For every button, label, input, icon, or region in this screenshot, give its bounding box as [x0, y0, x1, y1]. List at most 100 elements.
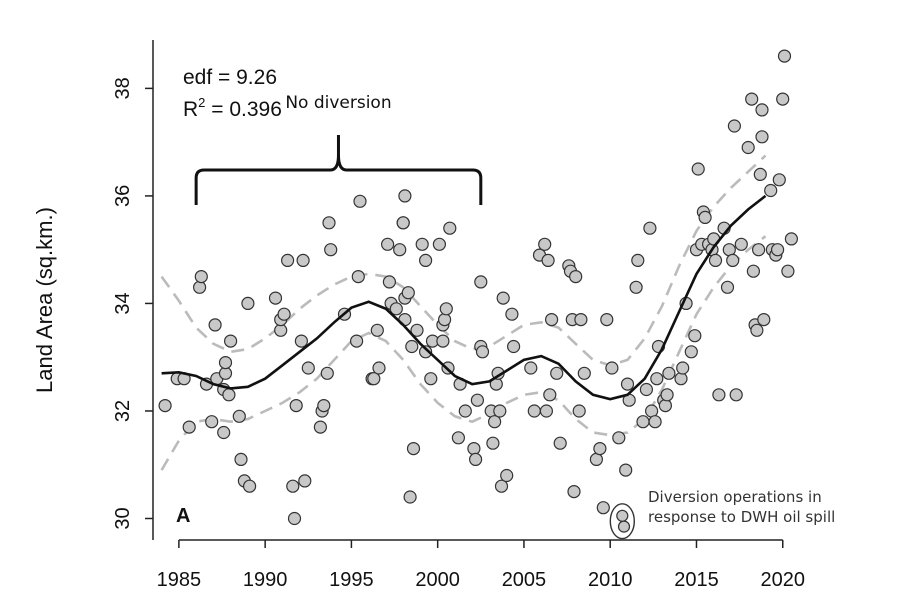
highlighted-data-point	[617, 520, 631, 533]
data-point	[544, 313, 559, 327]
data-points	[158, 49, 799, 533]
data-point	[660, 388, 674, 402]
data-point	[777, 49, 792, 63]
data-point	[241, 296, 255, 310]
data-point	[381, 237, 395, 251]
data-point	[405, 339, 419, 354]
data-point	[470, 393, 484, 407]
x-ticks: 1985 1990 1995 2000 2005 2010 2015 2020	[157, 540, 805, 591]
data-point	[324, 243, 338, 257]
data-point	[403, 490, 417, 504]
y-tick-label: 34	[112, 292, 134, 314]
data-point	[524, 361, 538, 375]
data-point	[658, 399, 673, 413]
y-axis-title: Land Area (sq.km.)	[32, 207, 57, 393]
data-point	[605, 361, 619, 375]
data-point	[218, 356, 233, 370]
data-point	[662, 366, 676, 380]
data-point	[596, 501, 610, 515]
data-point	[674, 372, 688, 386]
r-squared-value: = 0.396	[205, 98, 281, 121]
data-point	[676, 361, 690, 375]
diversion-ops-line2: response to DWH oil spill	[648, 508, 835, 526]
data-point	[439, 302, 453, 316]
y-ticks: 30 32 34 36 38	[112, 77, 153, 530]
no-diversion-annotation: No diversion	[194, 93, 483, 205]
data-point	[486, 436, 500, 450]
data-point	[643, 221, 657, 235]
highlight-ellipse	[609, 503, 635, 540]
data-point	[496, 291, 510, 305]
data-point	[289, 399, 303, 413]
data-point	[784, 232, 799, 246]
data-point	[296, 253, 310, 267]
data-point	[370, 323, 384, 337]
data-point	[729, 388, 743, 402]
data-point	[505, 307, 519, 321]
data-point	[438, 313, 452, 327]
data-point	[372, 361, 386, 375]
data-point	[194, 270, 208, 284]
data-point	[317, 399, 331, 413]
data-point	[432, 237, 446, 251]
data-point	[648, 415, 662, 429]
data-point	[577, 366, 591, 380]
data-point	[727, 119, 742, 133]
data-point	[538, 237, 552, 251]
data-point	[750, 323, 764, 337]
model-stats: edf = 9.26 R2 = 0.396	[183, 66, 282, 121]
data-point	[708, 253, 723, 267]
data-point	[351, 270, 365, 284]
data-point	[553, 436, 567, 450]
data-point	[286, 479, 300, 493]
y-tick-label: 38	[112, 77, 134, 99]
data-point	[419, 345, 433, 359]
data-point	[367, 372, 381, 386]
x-tick-label: 2020	[760, 569, 805, 591]
ci-upper-line	[160, 154, 767, 367]
data-point	[691, 162, 705, 176]
data-point	[781, 264, 795, 278]
x-tick-label: 2010	[588, 569, 633, 591]
data-point	[757, 313, 771, 327]
data-point	[589, 452, 604, 466]
data-point	[401, 286, 415, 300]
data-point	[277, 307, 291, 321]
data-point	[629, 280, 643, 294]
data-point	[684, 345, 698, 359]
data-point	[745, 92, 759, 106]
x-tick-label: 1995	[329, 569, 374, 591]
data-point	[222, 388, 236, 402]
data-point	[474, 275, 488, 289]
panel-label: A	[176, 505, 190, 527]
data-point	[193, 280, 207, 294]
data-point	[500, 468, 514, 483]
axes: 30 32 34 36 38 1985 1990 1995 2000 2005 2010 2015 2…	[112, 40, 805, 591]
data-point	[419, 253, 433, 267]
data-point	[389, 302, 403, 316]
data-point	[243, 479, 257, 493]
data-point	[741, 140, 755, 155]
data-point	[636, 415, 650, 429]
x-tick-label: 1990	[243, 569, 288, 591]
data-point	[494, 479, 509, 493]
data-point	[567, 485, 581, 499]
highlighted-data-point	[616, 509, 629, 522]
data-point	[398, 189, 412, 203]
data-point	[224, 334, 238, 348]
r-squared-r: R	[183, 98, 198, 121]
data-point	[234, 452, 248, 466]
data-point	[612, 431, 626, 445]
data-point	[539, 404, 554, 418]
data-point	[301, 361, 315, 375]
data-point	[574, 313, 588, 327]
data-point	[572, 404, 586, 418]
data-point	[755, 130, 769, 144]
data-point	[443, 221, 457, 235]
data-point	[550, 366, 564, 380]
y-tick-label: 30	[112, 507, 134, 529]
data-point	[746, 264, 761, 278]
data-point	[541, 253, 555, 267]
data-point	[313, 420, 327, 434]
data-point	[320, 366, 334, 380]
